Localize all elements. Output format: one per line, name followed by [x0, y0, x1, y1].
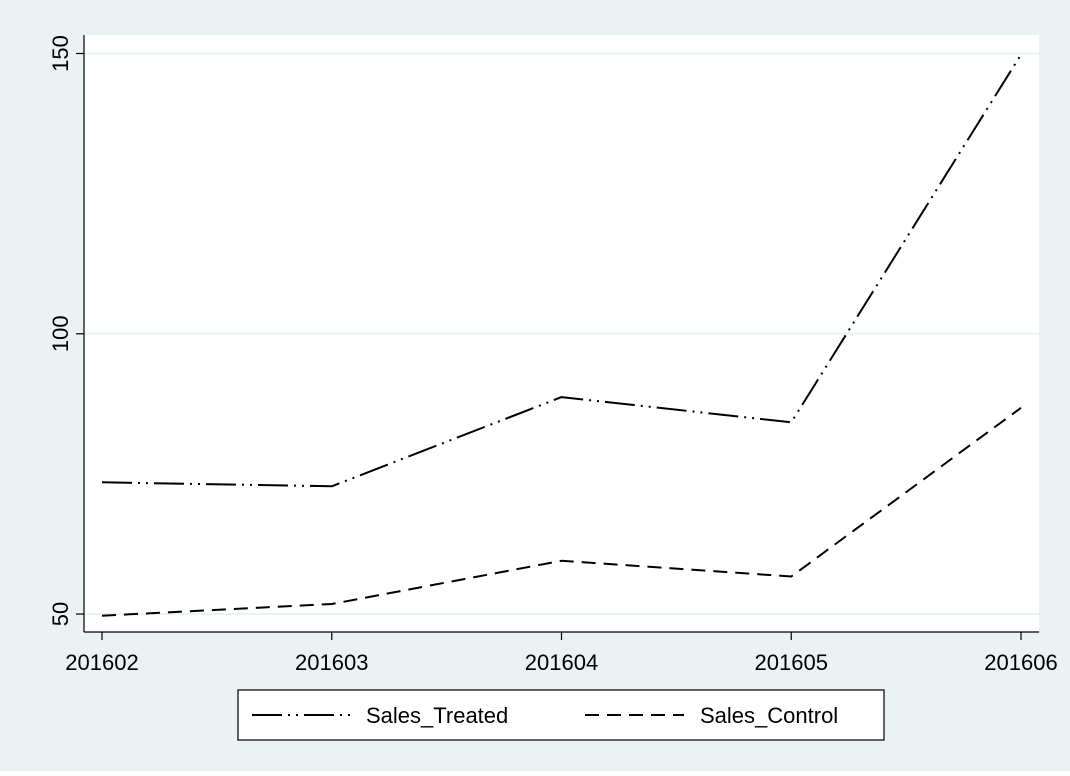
x-tick-label: 201605	[755, 650, 828, 675]
legend-label: Sales_Treated	[366, 703, 508, 728]
y-tick-label: 100	[48, 315, 73, 352]
x-tick-label: 201602	[65, 650, 138, 675]
y-tick-label: 50	[48, 602, 73, 626]
series-line-sales-control	[101, 406, 1022, 617]
x-tick-label: 201606	[984, 650, 1057, 675]
series-line-sales-treated	[101, 54, 1022, 488]
legend-label: Sales_Control	[700, 703, 838, 728]
x-tick-label: 201603	[295, 650, 368, 675]
y-tick-label: 150	[48, 35, 73, 72]
x-tick-label: 201604	[525, 650, 598, 675]
legend-box	[237, 689, 885, 741]
